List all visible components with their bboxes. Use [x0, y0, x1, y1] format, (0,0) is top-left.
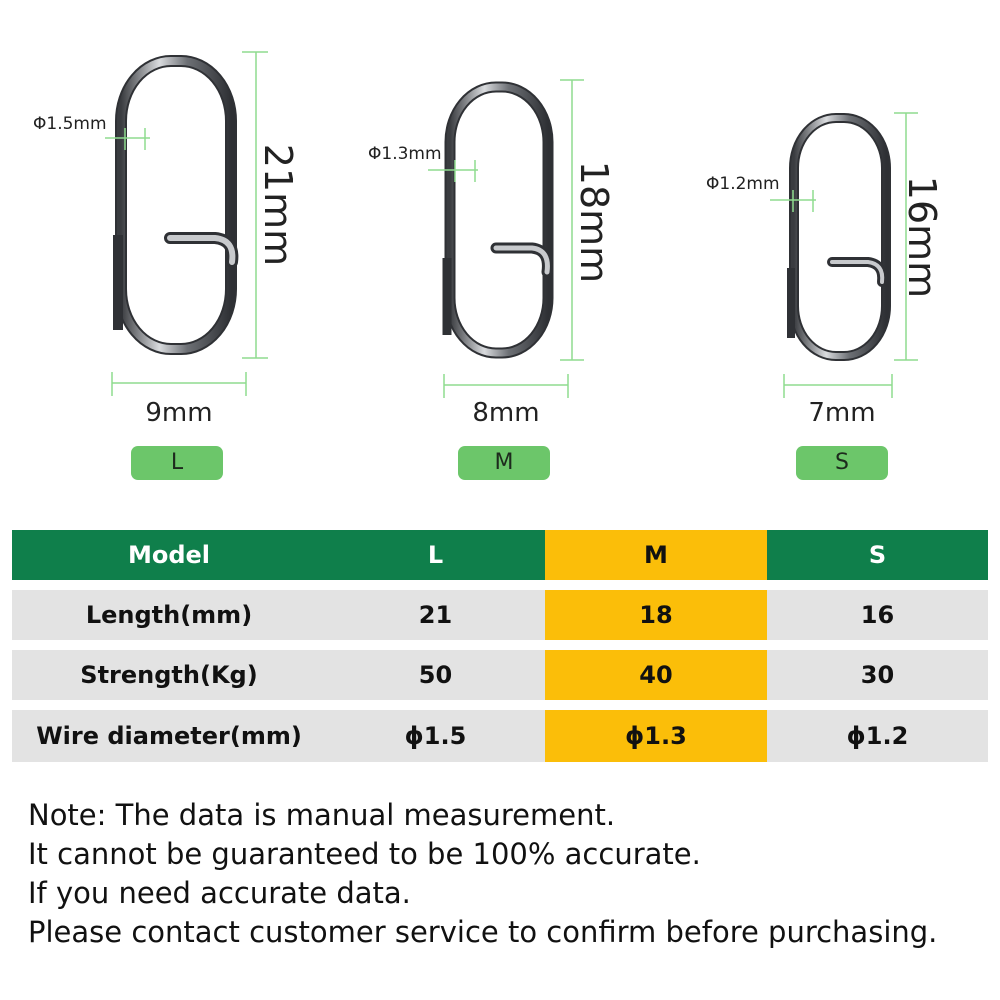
row-label: Strength(Kg) — [12, 650, 326, 700]
disclaimer-note: Note: The data is manual measurement. It… — [28, 796, 937, 952]
product-illustration: Φ1.5mm 21mm 9mm L Φ1.3mm 18mm 8mm M Φ1.2… — [33, 51, 944, 480]
table-header-cell: S — [767, 530, 988, 580]
note-line: If you need accurate data. — [28, 876, 411, 910]
table-cell: 21 — [326, 590, 545, 640]
table-cell: 30 — [767, 650, 988, 700]
length-label-s: 16mm — [900, 175, 944, 299]
wire-diameter-label-l: Φ1.5mm — [33, 114, 107, 134]
snap-diagrams — [105, 51, 918, 398]
table-row: Strength(Kg) 50 40 30 — [12, 650, 988, 700]
table-cell: 18 — [545, 590, 767, 640]
size-badge-l: L — [131, 446, 223, 480]
note-line: Please contact customer service to confi… — [28, 915, 938, 949]
table-cell: ϕ1.2 — [767, 710, 988, 762]
note-line: Note: The data is manual measurement. — [28, 798, 616, 832]
table-header-cell: Model — [12, 530, 326, 580]
size-badge-m: M — [458, 446, 550, 480]
snap-m-image — [442, 81, 554, 359]
note-line: It cannot be guaranteed to be 100% accur… — [28, 837, 701, 871]
row-label: Wire diameter(mm) — [12, 710, 326, 762]
table-row: Length(mm) 21 18 16 — [12, 590, 988, 640]
table-header-row: Model L M S — [12, 530, 988, 580]
width-label-l: 9mm — [145, 398, 213, 428]
length-label-m: 18mm — [572, 160, 616, 284]
snap-l-image — [113, 55, 239, 355]
table-row: Wire diameter(mm) ϕ1.5 ϕ1.3 ϕ1.2 — [12, 710, 988, 762]
row-label: Length(mm) — [12, 590, 326, 640]
width-label-m: 8mm — [472, 398, 540, 428]
snap-s-dimensions — [770, 112, 918, 398]
table-cell: ϕ1.3 — [545, 710, 767, 762]
table-cell: 40 — [545, 650, 767, 700]
table-cell: ϕ1.5 — [326, 710, 545, 762]
size-badge-s: S — [796, 446, 888, 480]
snap-s-image — [787, 113, 891, 361]
snap-m-dimensions — [428, 79, 584, 398]
wire-diameter-label-s: Φ1.2mm — [706, 174, 780, 194]
snap-l-dimensions — [105, 51, 268, 396]
table-cell: 50 — [326, 650, 545, 700]
table-cell: 16 — [767, 590, 988, 640]
width-label-s: 7mm — [808, 398, 876, 428]
table-header-cell: L — [326, 530, 545, 580]
table-header-cell: M — [545, 530, 767, 580]
wire-diameter-label-m: Φ1.3mm — [368, 144, 442, 164]
length-label-l: 21mm — [256, 143, 300, 267]
